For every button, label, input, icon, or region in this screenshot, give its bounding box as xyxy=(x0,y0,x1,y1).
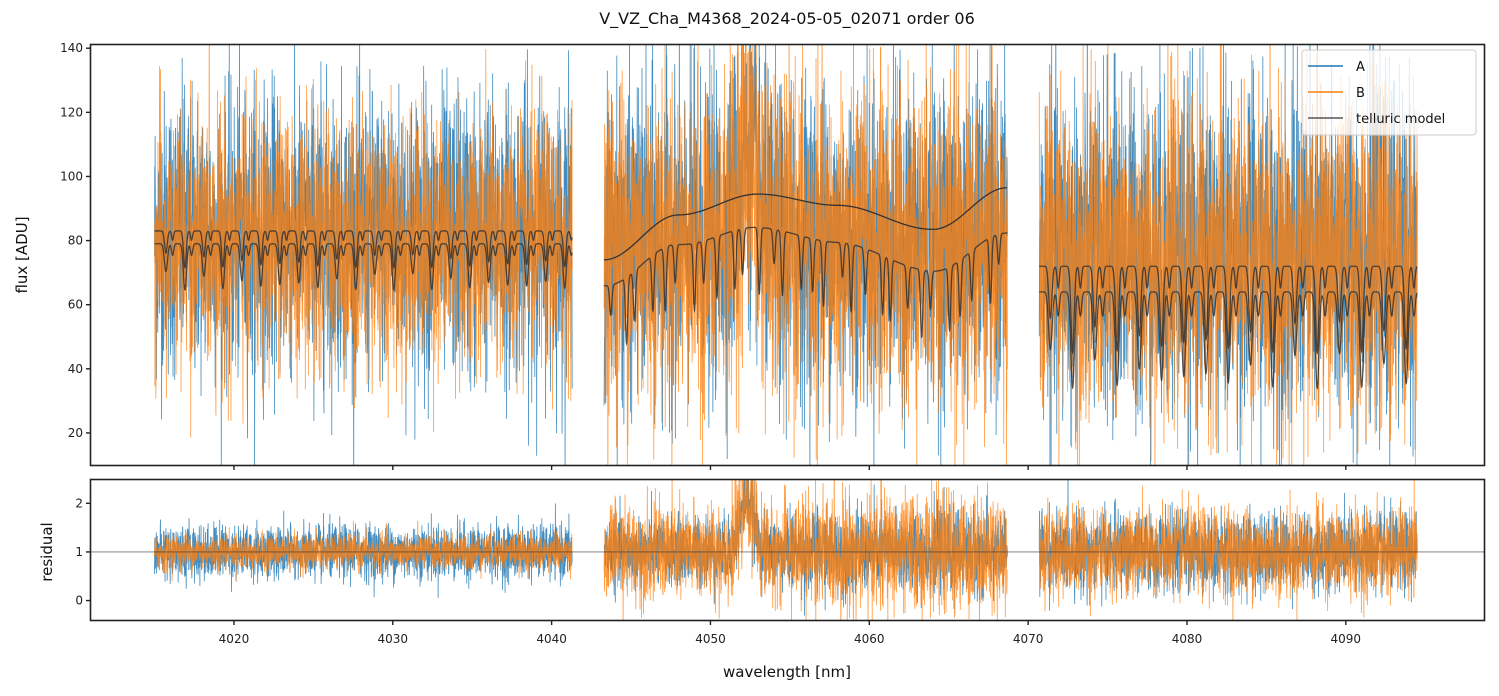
telluric-model-segment-2 xyxy=(603,226,1008,347)
flux-panel: 20 40 60 80 100 120 140 flux [ADU] A B telluri… xyxy=(13,41,1486,470)
flux-plot-area xyxy=(154,45,1418,465)
residual-x-ticks: 4020 4030 4040 4050 4060 4070 4080 4090 xyxy=(219,620,1361,646)
telluric-model-upper-segment-3 xyxy=(1039,265,1418,355)
x-axis-label: wavelength [nm] xyxy=(723,663,851,681)
residual-plot-area xyxy=(91,479,1484,620)
telluric-model-upper-segment-1 xyxy=(154,230,573,269)
flux-x-ticks xyxy=(233,465,1347,470)
residual-y-tick-label: 2 xyxy=(75,496,83,510)
residual-y-tick-label: 0 xyxy=(75,594,83,608)
flux-y-axis-label: flux [ADU] xyxy=(13,216,31,293)
continuum-fit-curve xyxy=(604,187,1007,261)
residual-y-axis-label: residual xyxy=(38,522,56,581)
flux-y-tick-label: 100 xyxy=(60,169,83,183)
flux-axes-frame xyxy=(89,43,1486,467)
legend-label-telluric: telluric model xyxy=(1356,112,1445,127)
legend-label-b: B xyxy=(1356,86,1365,101)
flux-y-tick-label: 20 xyxy=(68,426,83,440)
legend-box xyxy=(1301,49,1477,136)
telluric-model-lower-segment-1 xyxy=(154,243,573,291)
series-b-residual-segment xyxy=(154,520,573,582)
flux-y-tick-label: 120 xyxy=(60,105,83,119)
residual-y-tick-label: 1 xyxy=(75,545,83,559)
residual-x-tick-label: 4050 xyxy=(695,632,726,646)
residual-x-tick-label: 4040 xyxy=(536,632,567,646)
flux-y-tick-label: 40 xyxy=(68,362,83,376)
residual-x-tick-label: 4070 xyxy=(1013,632,1044,646)
series-b-flux-segment xyxy=(603,45,1008,465)
series-b-flux-segment xyxy=(1038,45,1418,465)
residual-axes-frame xyxy=(89,478,1486,622)
residual-x-tick-label: 4080 xyxy=(1172,632,1203,646)
flux-y-tick-label: 60 xyxy=(68,298,83,312)
flux-y-tick-label: 140 xyxy=(60,41,83,55)
residual-x-tick-label: 4020 xyxy=(219,632,250,646)
residual-x-tick-label: 4060 xyxy=(854,632,885,646)
telluric-model-lower-segment-3 xyxy=(1039,291,1418,390)
legend-label-a: A xyxy=(1356,60,1365,75)
residual-y-ticks: 0 1 2 xyxy=(75,496,91,608)
series-b-residual-segment xyxy=(603,479,1008,620)
flux-y-tick-label: 80 xyxy=(68,234,83,248)
legend: A B telluric model xyxy=(1301,49,1477,136)
residual-panel: 0 1 2 4020 4030 4040 4050 4060 4070 4080 4090 res… xyxy=(38,478,1486,681)
series-b-residual-segment xyxy=(1038,479,1418,620)
flux-y-ticks: 20 40 60 80 100 120 140 xyxy=(60,41,91,440)
residual-x-tick-label: 4030 xyxy=(378,632,409,646)
chart-title: V_VZ_Cha_M4368_2024-05-05_02071 order 06 xyxy=(599,9,975,29)
residual-x-tick-label: 4090 xyxy=(1331,632,1362,646)
